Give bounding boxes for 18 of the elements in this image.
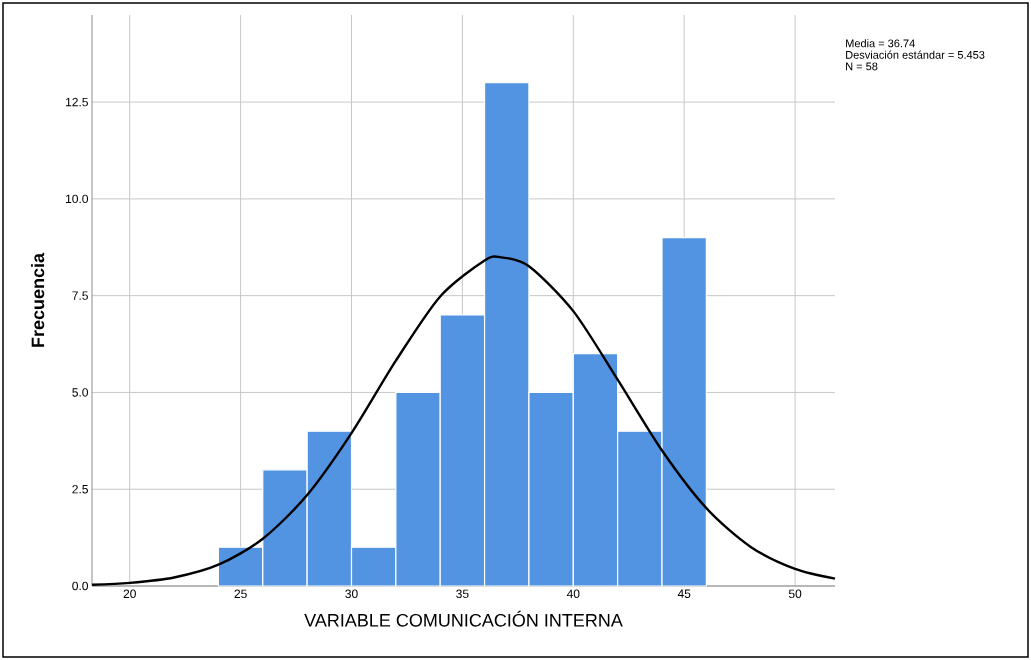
- y-tick-label: 7.5: [72, 291, 88, 300]
- x-tick-label: 50: [788, 589, 802, 599]
- y-tick-label: 10.0: [66, 194, 89, 204]
- x-tick-label: 20: [123, 589, 136, 599]
- text: N = 58: [846, 62, 878, 71]
- y-tick-label: 2.5: [72, 484, 88, 494]
- x-tick-label: 45: [677, 589, 691, 598]
- y-axis-title: Frecuencia: [31, 252, 45, 347]
- x-tick-label: 35: [456, 589, 469, 599]
- x-axis-title: VARIABLE COMUNICACIÓN INTERNA: [304, 610, 623, 627]
- text: Desviación estándar = 5.453: [846, 50, 985, 59]
- y-tick-label: 12.5: [66, 97, 88, 107]
- x-tick-label: 40: [566, 589, 580, 599]
- y-tick-label: 0.0: [72, 581, 89, 591]
- y-tick-label: 5.0: [72, 388, 89, 397]
- x-tick-label: 25: [234, 589, 247, 599]
- x-tick-label: 30: [345, 589, 358, 599]
- text: Media = 36.74: [846, 39, 915, 48]
